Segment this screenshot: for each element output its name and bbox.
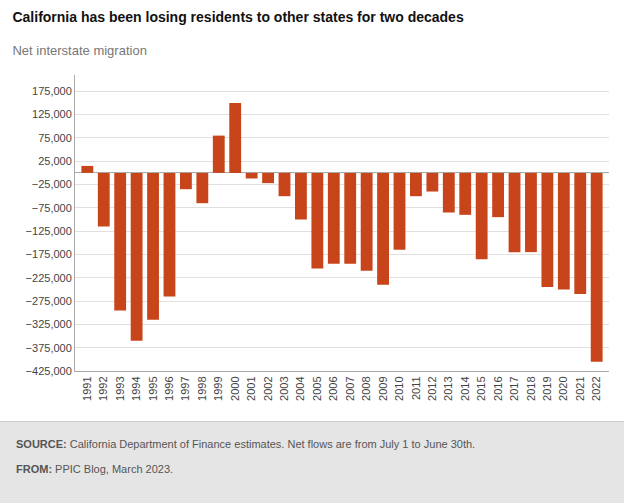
svg-text:−175,000: −175,000 <box>26 248 72 260</box>
svg-text:1997: 1997 <box>179 376 191 400</box>
svg-text:−75,000: −75,000 <box>32 202 72 214</box>
svg-text:2009: 2009 <box>377 376 389 400</box>
svg-text:2003: 2003 <box>278 376 290 400</box>
svg-text:2012: 2012 <box>426 376 438 400</box>
svg-text:2016: 2016 <box>492 376 504 400</box>
svg-text:California has been losing res: California has been losing residents to … <box>12 9 463 25</box>
svg-text:75,000: 75,000 <box>38 132 72 144</box>
svg-text:2015: 2015 <box>475 376 487 400</box>
svg-text:2006: 2006 <box>327 376 339 400</box>
svg-text:1996: 1996 <box>163 376 175 400</box>
svg-text:2018: 2018 <box>525 376 537 400</box>
svg-text:−275,000: −275,000 <box>26 295 72 307</box>
svg-text:Net interstate migration: Net interstate migration <box>12 43 146 58</box>
svg-text:2001: 2001 <box>245 376 257 400</box>
svg-text:2002: 2002 <box>262 376 274 400</box>
svg-text:125,000: 125,000 <box>32 108 72 120</box>
html-text:FROM: PPIC Blog, March 2023.: FROM: PPIC Blog, March 2023. <box>16 462 174 475</box>
svg-text:2005: 2005 <box>311 376 323 400</box>
svg-text:1993: 1993 <box>114 376 126 400</box>
svg-text:−25,000: −25,000 <box>32 178 72 190</box>
svg-text:2017: 2017 <box>508 376 520 400</box>
svg-text:−425,000: −425,000 <box>26 365 72 377</box>
svg-text:175,000: 175,000 <box>32 85 72 97</box>
svg-text:2008: 2008 <box>360 376 372 400</box>
html-text:SOURCE: California Department: SOURCE: California Department of Finance… <box>16 438 476 450</box>
svg-text:−225,000: −225,000 <box>26 272 72 284</box>
svg-text:1998: 1998 <box>196 376 208 400</box>
svg-text:2007: 2007 <box>344 376 356 400</box>
svg-text:2011: 2011 <box>410 376 422 400</box>
svg-text:2020: 2020 <box>557 376 569 400</box>
svg-text:2021: 2021 <box>574 376 586 400</box>
svg-text:−325,000: −325,000 <box>26 318 72 330</box>
svg-text:1994: 1994 <box>130 376 142 400</box>
svg-text:1992: 1992 <box>97 376 109 400</box>
svg-text:1995: 1995 <box>147 376 159 400</box>
svg-text:2004: 2004 <box>294 376 306 400</box>
svg-text:2019: 2019 <box>541 376 553 400</box>
svg-text:1999: 1999 <box>212 376 224 400</box>
svg-text:−125,000: −125,000 <box>26 225 72 237</box>
svg-text:2022: 2022 <box>590 376 602 400</box>
svg-text:2000: 2000 <box>229 376 241 400</box>
svg-text:2014: 2014 <box>459 376 471 400</box>
svg-text:2010: 2010 <box>393 376 405 400</box>
svg-text:25,000: 25,000 <box>38 155 72 167</box>
svg-text:−375,000: −375,000 <box>26 342 72 354</box>
svg-text:2013: 2013 <box>442 376 454 400</box>
svg-text:1991: 1991 <box>81 376 93 400</box>
